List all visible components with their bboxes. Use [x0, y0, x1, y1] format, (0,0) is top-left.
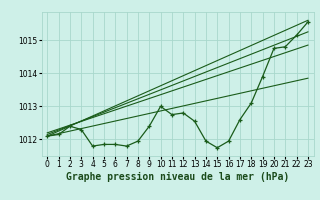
X-axis label: Graphe pression niveau de la mer (hPa): Graphe pression niveau de la mer (hPa): [66, 172, 289, 182]
